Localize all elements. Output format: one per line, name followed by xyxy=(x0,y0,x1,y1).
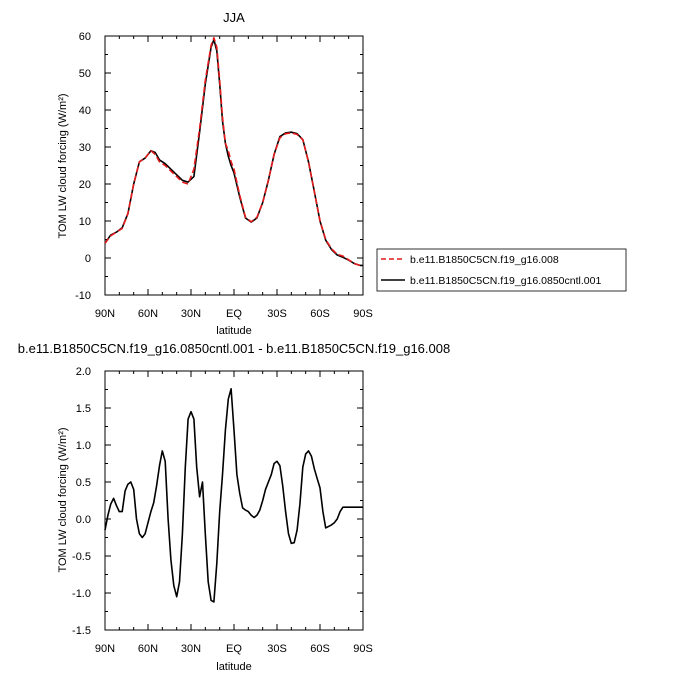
series-line-1 xyxy=(104,387,363,603)
y-tick-label: 40 xyxy=(79,105,91,117)
y-tick-label: 10 xyxy=(79,216,91,228)
x-tick-label: 60N xyxy=(138,643,158,655)
y-tick-label: 0.5 xyxy=(76,477,91,489)
bottom-chart-title: b.e11.B1850C5CN.f19_g16.0850cntl.001 - b… xyxy=(18,341,450,356)
y-tick-label: 0 xyxy=(85,253,91,265)
x-tick-label: 30N xyxy=(181,308,201,320)
x-tick-label: 60N xyxy=(138,308,158,320)
y-tick-label: 2.0 xyxy=(76,366,91,378)
legend-entry-series-1: b.e11.B1850C5CN.f19_g16.008 xyxy=(410,254,559,266)
series-line-2 xyxy=(104,38,363,267)
top-x-axis-label: latitude xyxy=(216,325,251,337)
y-tick-label: 1.5 xyxy=(76,403,91,415)
legend-box xyxy=(376,248,627,292)
top-series-group xyxy=(104,36,363,267)
y-tick-label: 0.0 xyxy=(76,514,91,526)
x-tick-label: 90S xyxy=(353,643,373,655)
bottom-y-ticks: -1.5 -1.0 -0.5 0.0 0.5 1.0 1.5 2.0 xyxy=(72,366,363,637)
bottom-x-axis-label: latitude xyxy=(216,661,251,673)
series-line-1 xyxy=(104,36,363,267)
x-tick-label: 60S xyxy=(310,643,330,655)
legend: b.e11.B1850C5CN.f19_g16.008 b.e11.B1850C… xyxy=(376,248,627,292)
bottom-x-ticks: 90N 60N 30N EQ 30S 60S 90S xyxy=(95,371,373,655)
y-tick-label: 30 xyxy=(79,142,91,154)
y-tick-label: -10 xyxy=(75,290,91,302)
bottom-y-axis-label: TOM LW cloud forcing (W/m²) xyxy=(57,427,69,572)
x-tick-label: 90N xyxy=(95,643,115,655)
y-tick-label: 50 xyxy=(79,68,91,80)
x-tick-label: 90S xyxy=(353,308,373,320)
top-plot-frame xyxy=(104,35,364,296)
y-tick-label: 1.0 xyxy=(76,440,91,452)
y-tick-label: 20 xyxy=(79,179,91,191)
x-tick-label: 30N xyxy=(181,643,201,655)
y-tick-label: -1.0 xyxy=(72,588,91,600)
x-tick-label: 30S xyxy=(267,643,287,655)
legend-entry-series-2: b.e11.B1850C5CN.f19_g16.0850cntl.001 xyxy=(410,275,601,287)
y-tick-label: -0.5 xyxy=(72,551,91,563)
top-y-ticks: -10 0 10 20 30 40 50 60 xyxy=(75,31,363,302)
bottom-series-group xyxy=(104,387,363,603)
x-tick-label: 90N xyxy=(95,308,115,320)
y-tick-label: 60 xyxy=(79,31,91,43)
x-tick-label: 60S xyxy=(310,308,330,320)
x-tick-label: EQ xyxy=(226,308,242,320)
y-tick-label: -1.5 xyxy=(72,625,91,637)
top-x-ticks: 90N 60N 30N EQ 30S 60S 90S xyxy=(95,36,373,320)
top-chart-title: JJA xyxy=(223,10,245,25)
x-tick-label: 30S xyxy=(267,308,287,320)
top-y-axis-label: TOM LW cloud forcing (W/m²) xyxy=(57,93,69,238)
bottom-plot-frame xyxy=(104,370,364,631)
bottom-panel: b.e11.B1850C5CN.f19_g16.0850cntl.001 - b… xyxy=(18,341,450,673)
x-tick-label: EQ xyxy=(226,643,242,655)
